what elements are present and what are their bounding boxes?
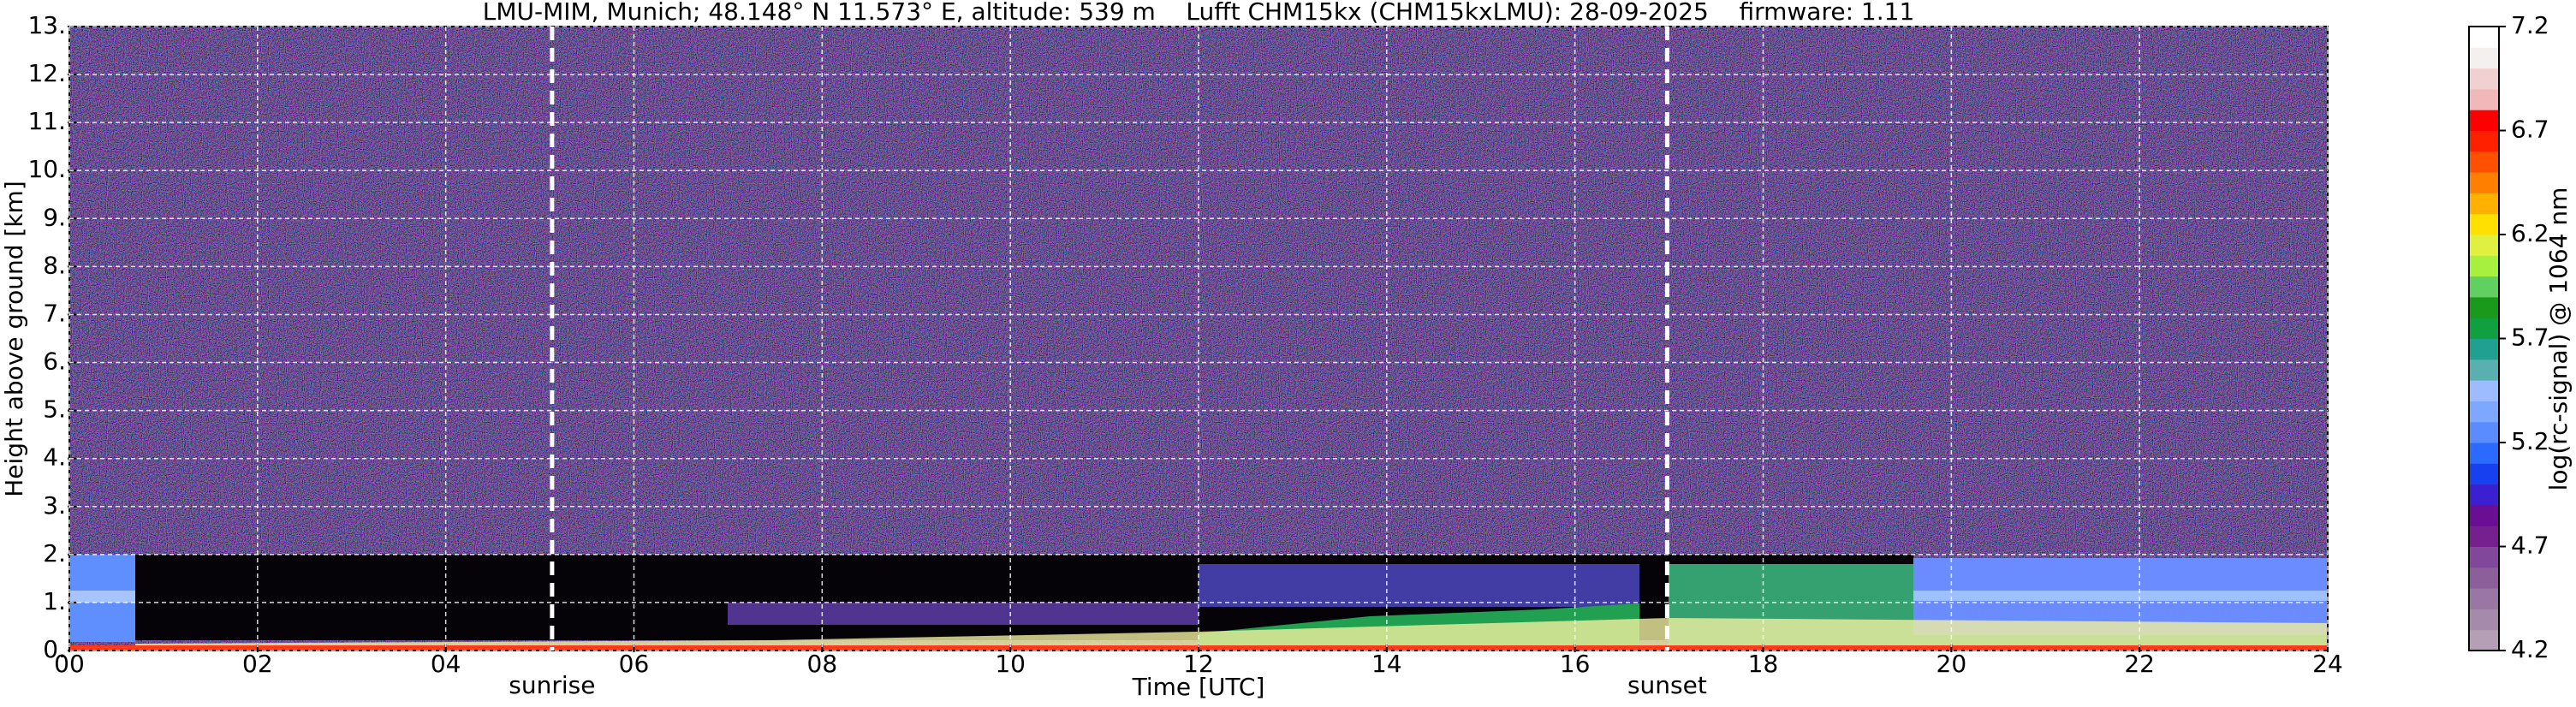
x-tick-label: 22 [2124, 650, 2155, 678]
colorbar-swatch [2469, 526, 2499, 547]
x-tick-label: 24 [2312, 650, 2343, 678]
x-tick-label: 06 [619, 650, 650, 678]
y-tick-label: 6. [43, 348, 66, 376]
colorbar-swatch [2469, 68, 2499, 90]
colorbar-swatch [2469, 504, 2499, 526]
colorbar-swatch [2469, 193, 2499, 215]
x-tick-label: 12 [1183, 650, 1214, 678]
x-tick-label: 04 [431, 650, 461, 678]
event-label: sunrise [509, 671, 595, 699]
colorbar-swatch [2469, 401, 2499, 423]
colorbar-swatch [2469, 484, 2499, 506]
chart-title: LMU-MIM, Munich; 48.148° N 11.573° E, al… [483, 0, 1915, 26]
y-tick-label: 8. [43, 251, 66, 279]
colorbar-tick-label: 7.2 [2511, 11, 2549, 39]
colorbar-swatch [2469, 380, 2499, 401]
colorbar-tick-label: 5.7 [2511, 324, 2549, 352]
x-tick-label: 02 [242, 650, 273, 678]
y-tick-label: 2. [43, 539, 66, 567]
y-tick-label: 7. [43, 299, 66, 327]
colorbar-label: log(rc-signal) @ 1064 nm [2544, 187, 2573, 491]
event-label: sunset [1627, 671, 1707, 699]
colorbar-swatch [2469, 27, 2499, 48]
y-tick-label: 12. [27, 59, 66, 87]
x-tick-label: 16 [1560, 650, 1591, 678]
y-tick-label: 13. [27, 11, 66, 39]
colorbar-swatch [2469, 151, 2499, 173]
colorbar-swatch [2469, 421, 2499, 443]
colorbar-tick-label: 6.2 [2511, 219, 2549, 247]
colorbar-swatch [2469, 546, 2499, 568]
colorbar-swatch [2469, 88, 2499, 110]
colorbar-swatch [2469, 463, 2499, 485]
colorbar-swatch [2469, 338, 2499, 360]
colorbar-tick-label: 4.7 [2511, 532, 2549, 560]
y-tick-label: 5. [43, 395, 66, 424]
x-tick-label: 08 [807, 650, 838, 678]
colorbar-swatch [2469, 443, 2499, 464]
y-tick-label: 11. [27, 107, 66, 135]
colorbar-swatch [2469, 276, 2499, 298]
colorbar-swatch [2469, 110, 2499, 131]
colorbar-swatch [2469, 255, 2499, 277]
colorbar-swatch [2469, 130, 2499, 152]
x-tick-label: 20 [1936, 650, 1967, 678]
y-tick-label: 10. [27, 155, 66, 183]
y-axis-label: Height above ground [km] [0, 181, 28, 497]
colorbar-tick-label: 4.2 [2511, 635, 2549, 663]
x-axis-label: Time [UTC] [1132, 673, 1265, 701]
x-tick-label: 14 [1371, 650, 1402, 678]
colorbar-tick-label: 5.2 [2511, 427, 2549, 455]
y-tick-label: 4. [43, 443, 66, 472]
colorbar-tick-label: 6.7 [2511, 116, 2549, 144]
x-tick-label: 10 [995, 650, 1026, 678]
x-tick-label: 00 [54, 650, 85, 678]
y-tick-label: 3. [43, 491, 66, 520]
colorbar-swatch [2469, 213, 2499, 235]
colorbar-swatch [2469, 235, 2499, 256]
colorbar-swatch [2469, 629, 2499, 651]
colorbar-swatch [2469, 296, 2499, 318]
colorbar-swatch [2469, 567, 2499, 589]
x-tick-label: 18 [1748, 650, 1779, 678]
colorbar-swatch [2469, 588, 2499, 609]
colorbar-swatch [2469, 172, 2499, 193]
y-tick-label: 0. [43, 635, 66, 663]
colorbar-swatch [2469, 359, 2499, 381]
y-tick-label: 1. [43, 587, 66, 615]
y-tick-label: 9. [43, 203, 66, 231]
colorbar-swatch [2469, 609, 2499, 631]
colorbar-swatch [2469, 318, 2499, 339]
colorbar-swatch [2469, 47, 2499, 69]
